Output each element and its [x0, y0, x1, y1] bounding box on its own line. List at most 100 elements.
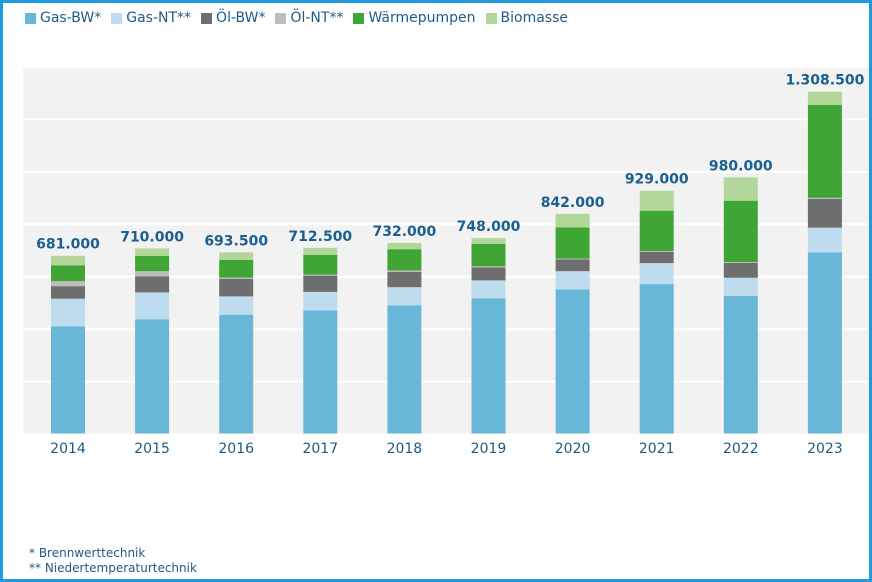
legend-label: Öl-NT**: [290, 10, 344, 26]
bar-segment-wärmepumpen: [807, 105, 842, 198]
legend-swatch: [25, 12, 36, 24]
bar-segment-wärmepumpen: [471, 243, 506, 267]
bar-segment-gasbw: [303, 310, 338, 434]
bar-segment-ölnt: [387, 270, 422, 272]
bar-segment-wärmepumpen: [387, 249, 422, 271]
bar-segment-gasbw: [387, 305, 422, 434]
x-tick-label: 2022: [723, 441, 759, 457]
bar-segment-gasnt: [219, 296, 254, 315]
x-tick-label: 2020: [555, 441, 591, 457]
bar-segment-ölbw: [135, 276, 170, 293]
bar-segment-ölnt: [723, 262, 758, 263]
bar-segment-biomasse: [387, 242, 422, 250]
bar-segment-wärmepumpen: [51, 265, 85, 282]
bar-segment-ölbw: [303, 275, 338, 292]
legend-label: Wärmepumpen: [368, 10, 476, 26]
legend-label: Öl-BW*: [216, 10, 266, 26]
bar-segment-ölnt: [51, 281, 85, 287]
footnote-brennwert: * Brennwerttechnik: [29, 546, 146, 560]
bar-segment-wärmepumpen: [303, 254, 338, 275]
legend-swatch: [353, 12, 365, 24]
footnotes: * Brennwerttechnik ** Niedertemperaturte…: [29, 546, 197, 576]
bar-segment-gasbw: [639, 284, 674, 434]
bar-segment-biomasse: [723, 177, 758, 201]
bar-segment-gasbw: [135, 319, 170, 434]
bar-segment-wärmepumpen: [555, 227, 590, 259]
bar-segment-wärmepumpen: [723, 200, 758, 263]
bar-segment-gasnt: [807, 227, 842, 253]
legend-label: Gas-NT**: [126, 10, 192, 26]
bar-segment-biomasse: [51, 255, 85, 266]
bar-segment-biomasse: [303, 247, 338, 255]
bar-segment-gasnt: [135, 292, 170, 320]
legend-item: Gas-NT**: [111, 10, 191, 26]
total-label: 710.000: [120, 229, 184, 245]
legend-label: Biomasse: [500, 10, 569, 26]
x-tick-label: 2019: [471, 441, 507, 457]
total-label: 693.500: [204, 233, 268, 249]
bar-segment-ölnt: [639, 251, 674, 252]
bar-segment-wärmepumpen: [135, 256, 170, 272]
total-label: 1.308.500: [785, 73, 864, 89]
bar-segment-gasnt: [387, 287, 422, 306]
stacked-bar-chart: 681.000 2014 710.000 2015 693.500 2016 712.500…: [23, 66, 869, 457]
bar-segment-ölnt: [807, 197, 842, 199]
legend-item: Gas-BW*: [25, 10, 101, 26]
legend-label: Gas-BW*: [40, 10, 102, 26]
bar-segment-gasnt: [639, 263, 674, 285]
legend-swatch: [485, 12, 497, 24]
x-tick-label: 2018: [387, 441, 423, 457]
bar-segment-ölnt: [219, 277, 254, 279]
bar-segment-gasnt: [723, 277, 758, 296]
bar-segment-gasbw: [471, 298, 506, 434]
bar-segment-biomasse: [807, 91, 842, 106]
bar-segment-biomasse: [219, 252, 254, 260]
x-tick-label: 2014: [50, 441, 86, 457]
bar-segment-gasbw: [51, 326, 85, 434]
bar-segment-gasnt: [303, 291, 338, 311]
x-tick-label: 2016: [218, 441, 254, 457]
bar-segment-biomasse: [639, 190, 674, 211]
bar-segment-ölbw: [51, 286, 85, 299]
x-tick-label: 2021: [639, 441, 675, 457]
bar-segment-ölnt: [303, 274, 338, 276]
bar-segment-ölbw: [807, 198, 842, 228]
legend-item: Öl-NT**: [275, 10, 343, 26]
bar-segment-ölnt: [471, 266, 506, 268]
bar-segment-biomasse: [471, 238, 506, 244]
total-label: 842.000: [541, 195, 605, 211]
bar-segment-ölbw: [723, 262, 758, 278]
legend-swatch: [275, 12, 287, 24]
bar-segment-ölnt: [135, 271, 170, 277]
bar-segment-wärmepumpen: [219, 259, 254, 278]
legend: Gas-BW* Gas-NT** Öl-BW* Öl-NT** Wärmepumpen B…: [25, 10, 568, 26]
footnote-niedertemperatur: ** Niedertemperaturtechnik: [29, 561, 197, 575]
total-label: 732.000: [373, 224, 437, 240]
bar-segment-ölbw: [471, 267, 506, 281]
bar-segment-ölbw: [219, 278, 254, 297]
x-tick-label: 2023: [807, 441, 843, 457]
bar-segment-ölbw: [639, 251, 674, 264]
bar-segment-gasbw: [807, 252, 842, 434]
x-tick-label: 2017: [302, 441, 338, 457]
legend-item: Öl-BW*: [201, 10, 265, 26]
x-tick-label: 2015: [134, 441, 170, 457]
total-label: 681.000: [36, 237, 100, 253]
bar-segment-ölbw: [387, 271, 422, 288]
bar-segment-gasnt: [51, 298, 85, 327]
bar-segment-wärmepumpen: [639, 210, 674, 252]
bar-segment-gasnt: [471, 280, 506, 299]
legend-item: Biomasse: [485, 10, 569, 26]
legend-item: Wärmepumpen: [353, 10, 476, 26]
legend-swatch: [111, 12, 123, 24]
total-label: 929.000: [625, 172, 689, 188]
bar-segment-gasbw: [219, 314, 254, 434]
bar-segment-biomasse: [135, 248, 170, 257]
bar-segment-gasbw: [555, 289, 590, 434]
bar-segment-gasbw: [723, 295, 758, 434]
legend-swatch: [201, 12, 213, 24]
total-label: 748.000: [457, 219, 521, 235]
bar-segment-ölbw: [555, 259, 590, 272]
bar-segment-ölnt: [555, 258, 590, 260]
